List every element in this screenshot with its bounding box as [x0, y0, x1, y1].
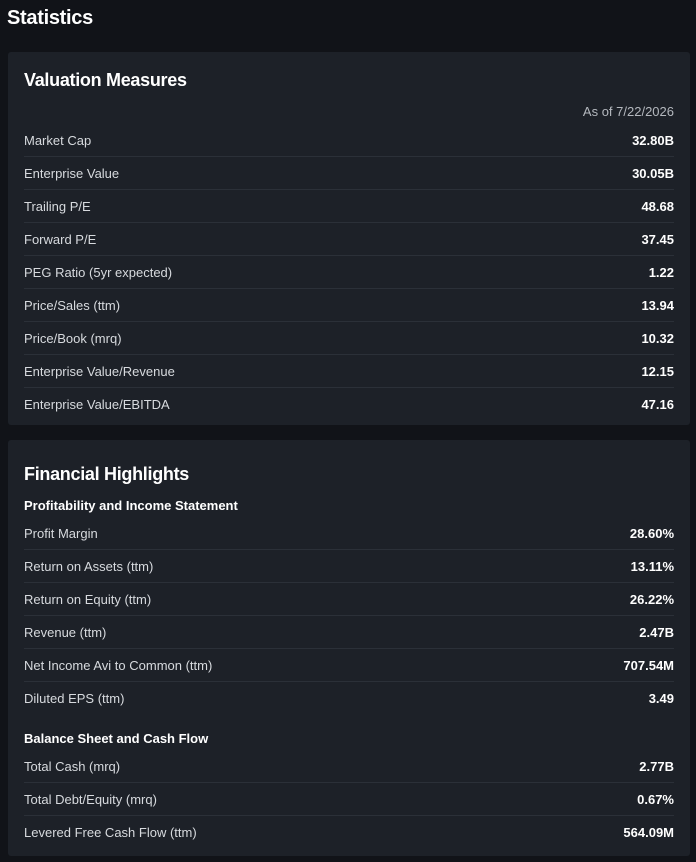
stat-row: Return on Equity (ttm) 26.22% — [24, 583, 674, 616]
stat-label: Price/Sales (ttm) — [24, 297, 121, 313]
stat-value: 564.09M — [623, 824, 674, 840]
stat-value: 13.11% — [630, 558, 674, 574]
stat-label: Enterprise Value — [24, 165, 120, 181]
stat-value: 32.80B — [632, 132, 674, 148]
stat-value: 10.32 — [641, 330, 674, 346]
card-title: Financial Highlights — [24, 464, 190, 484]
stat-value: 2.47B — [639, 624, 674, 640]
stat-label: PEG Ratio (5yr expected) — [24, 264, 173, 280]
stat-value: 3.49 — [648, 690, 674, 706]
as-of-date: As of 7/22/2026 — [582, 104, 674, 119]
stat-row: Total Cash (mrq) 2.77B — [24, 750, 674, 783]
valuation-card: Valuation Measures As of 7/22/2026 Marke… — [8, 52, 690, 425]
stat-row: Trailing P/E 48.68 — [24, 190, 674, 223]
stat-row: Return on Assets (ttm) 13.11% — [24, 550, 674, 583]
stat-row: Net Income Avi to Common (ttm) 707.54M — [24, 649, 674, 682]
stat-row: Enterprise Value/EBITDA 47.16 — [24, 388, 674, 420]
stat-label: Diluted EPS (ttm) — [24, 690, 125, 706]
stat-value: 47.16 — [641, 396, 674, 412]
stat-row: Enterprise Value 30.05B — [24, 157, 674, 190]
stat-row: Enterprise Value/Revenue 12.15 — [24, 355, 674, 388]
stat-label: Return on Equity (ttm) — [24, 591, 152, 607]
stat-value: 26.22% — [629, 591, 674, 607]
stat-value: 1.22 — [648, 264, 674, 280]
stat-label: Forward P/E — [24, 231, 97, 247]
stat-value: 0.67% — [637, 791, 674, 807]
stat-label: Profit Margin — [24, 525, 98, 541]
stat-label: Market Cap — [24, 132, 92, 148]
stat-label: Net Income Avi to Common (ttm) — [24, 657, 213, 673]
stat-label: Return on Assets (ttm) — [24, 558, 154, 574]
stat-value: 37.45 — [641, 231, 674, 247]
stat-label: Revenue (ttm) — [24, 624, 107, 640]
stat-value: 12.15 — [641, 363, 674, 379]
stat-row: Profit Margin 28.60% — [24, 517, 674, 550]
stat-row: Market Cap 32.80B — [24, 124, 674, 157]
stat-row: Forward P/E 37.45 — [24, 223, 674, 256]
card-title: Valuation Measures — [24, 70, 187, 90]
stat-row: Levered Free Cash Flow (ttm) 564.09M — [24, 816, 674, 848]
stat-label: Enterprise Value/EBITDA — [24, 396, 170, 412]
stat-label: Total Debt/Equity (mrq) — [24, 791, 157, 807]
stat-value: 2.77B — [639, 758, 674, 774]
stat-value: 48.68 — [641, 198, 674, 214]
stat-value: 30.05B — [632, 165, 674, 181]
stat-row: Price/Sales (ttm) 13.94 — [24, 289, 674, 322]
stat-row: Total Debt/Equity (mrq) 0.67% — [24, 783, 674, 816]
stat-value: 13.94 — [641, 297, 674, 313]
stat-label: Trailing P/E — [24, 198, 91, 214]
stat-row: PEG Ratio (5yr expected) 1.22 — [24, 256, 674, 289]
stat-row: Diluted EPS (ttm) 3.49 — [24, 682, 674, 714]
stat-row: Revenue (ttm) 2.47B — [24, 616, 674, 649]
valuation-rows: Market Cap 32.80B Enterprise Value 30.05B Tr… — [24, 124, 674, 420]
stat-label: Levered Free Cash Flow (ttm) — [24, 824, 197, 840]
stat-row: Price/Book (mrq) 10.32 — [24, 322, 674, 355]
stat-label: Price/Book (mrq) — [24, 330, 122, 346]
section-title: Balance Sheet and Cash Flow — [24, 731, 209, 746]
financial-sections: Profitability and Income Statement Profit… — [24, 495, 674, 848]
stat-label: Enterprise Value/Revenue — [24, 363, 175, 379]
stat-value: 707.54M — [623, 657, 674, 673]
section-title: Profitability and Income Statement — [24, 498, 238, 513]
page-title: Statistics — [7, 7, 93, 29]
financial-card: Financial Highlights Profitability and I… — [8, 440, 690, 856]
stat-value: 28.60% — [629, 525, 674, 541]
stat-label: Total Cash (mrq) — [24, 758, 121, 774]
